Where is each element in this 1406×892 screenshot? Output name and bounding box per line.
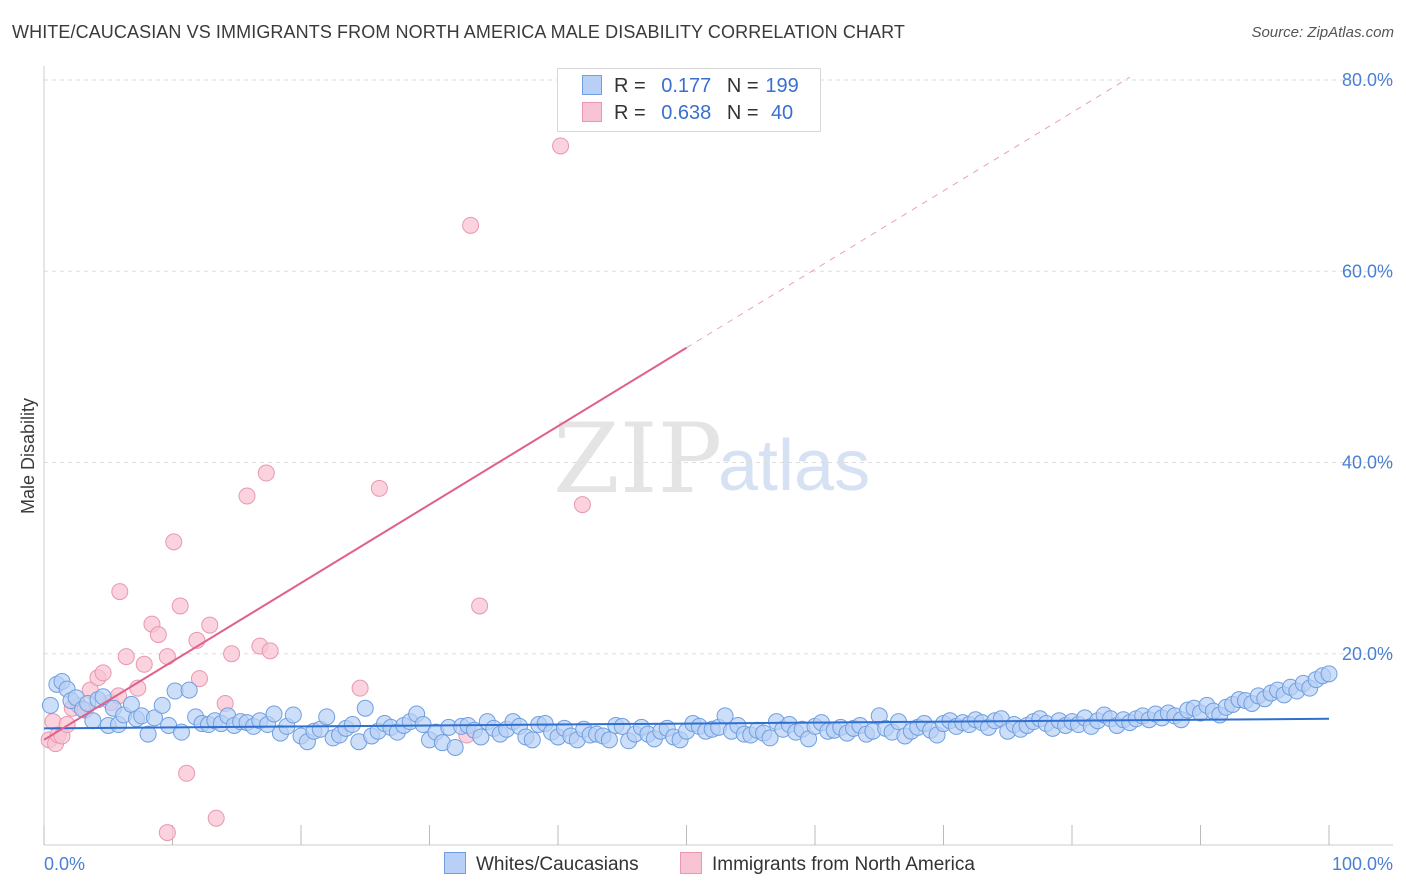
whites-point — [146, 709, 164, 727]
trend-lines — [43, 76, 1330, 741]
immigrants-point — [370, 479, 388, 497]
correlation-legend: R = 0.177 N = 199 R = 0.638 N = 40 — [557, 68, 821, 132]
y-tick-label: 80.0% — [1342, 70, 1393, 90]
y-tick-labels: 20.0% 40.0% 60.0% 80.0% — [1342, 70, 1393, 664]
immigrants-point — [111, 583, 129, 601]
x-tick-label-max: 100.0% — [1332, 854, 1393, 874]
legend-r-label: R = — [614, 102, 646, 124]
whites-point — [356, 699, 374, 717]
immigrants-point — [94, 664, 112, 682]
immigrants-point — [238, 487, 256, 505]
y-tick-label: 60.0% — [1342, 261, 1393, 281]
whites-point — [613, 717, 631, 735]
legend-r-value: 0.638 — [661, 102, 712, 124]
whites-point — [318, 708, 336, 726]
chart-title: WHITE/CAUCASIAN VS IMMIGRANTS FROM NORTH… — [12, 22, 905, 42]
bottom-legend-whites: Whites/Caucasians — [444, 852, 639, 876]
immigrants-trend-line — [43, 346, 688, 741]
immigrants-point — [257, 464, 275, 482]
immigrants-point — [223, 645, 241, 663]
legend-swatch-immigrants — [582, 102, 602, 122]
whites-point — [180, 681, 198, 699]
legend-r-value: 0.177 — [661, 75, 712, 97]
legend-r-label: R = — [614, 75, 646, 97]
immigrants-point — [261, 642, 279, 660]
bottom-legend-swatch-whites — [444, 852, 466, 874]
whites-point — [1320, 665, 1338, 683]
whites-point — [284, 706, 302, 724]
whites-trend-line — [43, 717, 1330, 730]
bottom-legend-immigrants: Immigrants from North America — [680, 852, 975, 876]
immigrants-point — [178, 764, 196, 782]
whites-point — [41, 696, 59, 714]
y-axis-label: Male Disability — [18, 398, 38, 514]
immigrants-point — [573, 496, 591, 514]
immigrants-point — [552, 137, 570, 155]
whites-point — [139, 725, 157, 743]
immigrants-point — [471, 597, 489, 615]
legend-n-value: 40 — [770, 102, 794, 124]
immigrants-point — [149, 626, 167, 644]
immigrants-point — [190, 670, 208, 688]
immigrants-point — [462, 216, 480, 234]
immigrants-point — [201, 616, 219, 634]
whites-point — [446, 738, 464, 756]
bottom-legend-label-immigrants: Immigrants from North America — [712, 854, 975, 875]
y-tick-label: 20.0% — [1342, 644, 1393, 664]
source-label: Source: ZipAtlas.com — [1251, 24, 1394, 41]
legend-row-immigrants: R = 0.638 N = 40 — [582, 102, 800, 128]
immigrants-point — [351, 679, 369, 697]
watermark-atlas: atlas — [718, 426, 870, 506]
watermark: ZIP atlas — [553, 403, 870, 515]
immigrants-trend-extension — [686, 76, 1131, 349]
series-immigrants-points — [40, 137, 591, 842]
immigrants-point — [135, 655, 153, 673]
legend-row-whites: R = 0.177 N = 199 — [582, 75, 800, 101]
whites-point — [600, 731, 618, 749]
whites-point — [472, 728, 490, 746]
immigrants-point — [117, 648, 135, 666]
legend-n-label: N = — [726, 102, 759, 124]
immigrants-point — [207, 809, 225, 827]
x-tick-label-min: 0.0% — [44, 854, 85, 874]
y-tick-label: 40.0% — [1342, 453, 1393, 473]
legend-n-label: N = — [726, 75, 759, 97]
gridlines — [44, 79, 1393, 655]
immigrants-point — [158, 824, 176, 842]
bottom-legend-swatch-immigrants — [680, 852, 702, 874]
whites-point — [343, 716, 361, 734]
legend-swatch-whites — [582, 75, 602, 95]
whites-point — [166, 682, 184, 700]
immigrants-point — [171, 597, 189, 615]
whites-point — [761, 729, 779, 747]
whites-point — [523, 731, 541, 749]
legend-n-value: 199 — [765, 75, 799, 97]
immigrants-point — [165, 533, 183, 551]
series-whites-points — [41, 665, 1338, 756]
whites-point — [153, 696, 171, 714]
bottom-legend-label-whites: Whites/Caucasians — [476, 854, 639, 875]
whites-point — [265, 705, 283, 723]
whites-point — [84, 712, 102, 730]
